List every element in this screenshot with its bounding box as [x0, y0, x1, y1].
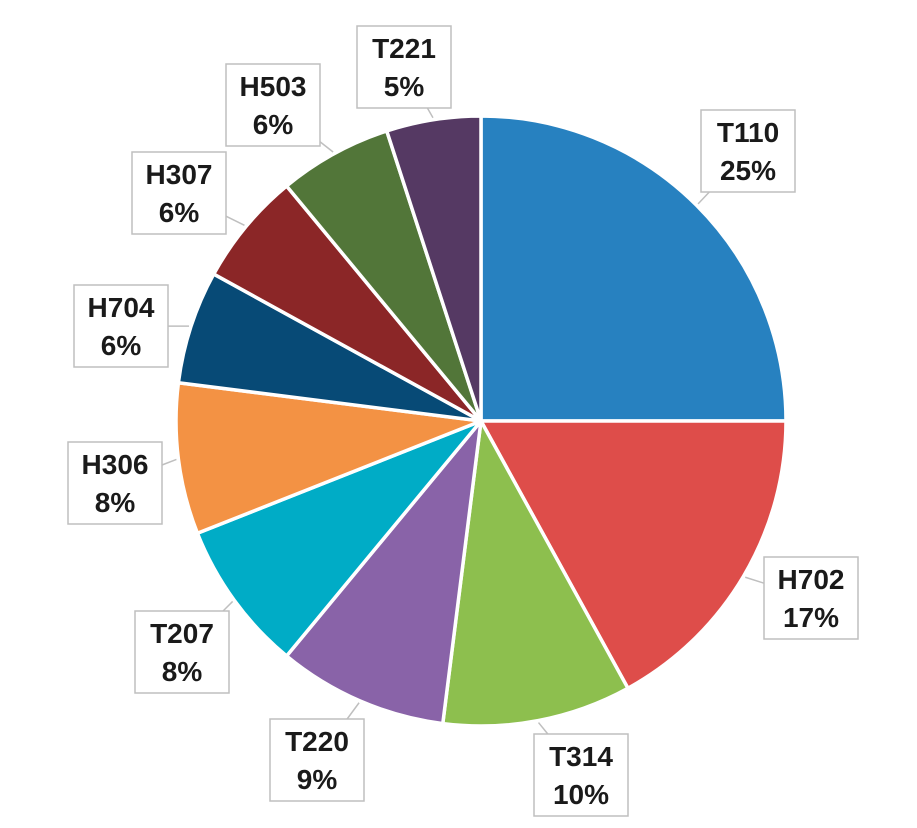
data-label-t314: T314 10% [533, 733, 629, 817]
data-label-value: 17% [783, 602, 839, 633]
data-label-box [131, 151, 227, 235]
data-label-t220: T220 9% [269, 718, 365, 802]
leader-line-t314 [537, 722, 549, 735]
leader-line-t110 [697, 191, 710, 205]
data-label-value: 8% [162, 656, 203, 687]
data-labels: T11025%H70217%T31410%T2209%T2078%H3068%H… [67, 25, 859, 817]
pie-slice-t314 [441, 419, 630, 728]
pie-slice-t110 [479, 114, 788, 423]
data-label-value: 25% [720, 155, 776, 186]
pie-slice-t221 [385, 114, 483, 423]
data-label-value: 10% [553, 779, 609, 810]
data-label-box [763, 556, 859, 640]
data-label-category: H702 [778, 564, 845, 595]
data-label-value: 8% [95, 487, 136, 518]
pie-slice-h702 [479, 419, 788, 691]
pie-slice-t207 [195, 419, 483, 658]
data-label-category: H704 [88, 292, 155, 323]
pie-slice-h306 [174, 381, 483, 536]
leader-line-t220 [346, 702, 360, 720]
data-label-value: 6% [101, 330, 142, 361]
data-label-category: H503 [240, 71, 307, 102]
data-label-box [700, 109, 796, 193]
leader-line-h503 [319, 141, 334, 153]
data-label-h503: H503 6% [225, 63, 321, 147]
data-label-category: T220 [285, 726, 349, 757]
data-label-category: H307 [146, 159, 213, 190]
data-label-category: T221 [372, 33, 436, 64]
data-label-value: 9% [297, 764, 338, 795]
data-label-t221: T221 5% [356, 25, 452, 109]
data-label-box [533, 733, 629, 817]
leader-line-h306 [161, 458, 177, 466]
data-label-category: H306 [82, 449, 149, 480]
data-label-h704: H704 6% [73, 284, 169, 368]
data-label-value: 6% [159, 197, 200, 228]
data-label-box [356, 25, 452, 109]
leader-line-t221 [426, 107, 434, 119]
data-label-category: T110 [717, 117, 779, 148]
data-label-value: 5% [384, 71, 425, 102]
data-label-category: T314 [549, 741, 613, 772]
data-label-h307: H307 6% [131, 151, 227, 235]
data-label-box [134, 610, 230, 694]
data-label-box [225, 63, 321, 147]
data-label-category: T207 [150, 618, 214, 649]
leader-lines [161, 107, 765, 735]
leader-line-t207 [222, 600, 234, 612]
pie-slice-t220 [284, 419, 483, 726]
leader-line-h307 [225, 215, 245, 226]
data-label-t207: T207 8% [134, 610, 230, 694]
data-label-box [73, 284, 169, 368]
data-label-box [67, 441, 163, 525]
leader-line-h702 [745, 576, 765, 584]
pie-slices [174, 114, 788, 728]
data-label-t110: T110 25% [700, 109, 796, 193]
data-label-h702: H702 17% [763, 556, 859, 640]
data-label-h306: H306 8% [67, 441, 163, 525]
data-label-value: 6% [253, 109, 294, 140]
data-label-box [269, 718, 365, 802]
